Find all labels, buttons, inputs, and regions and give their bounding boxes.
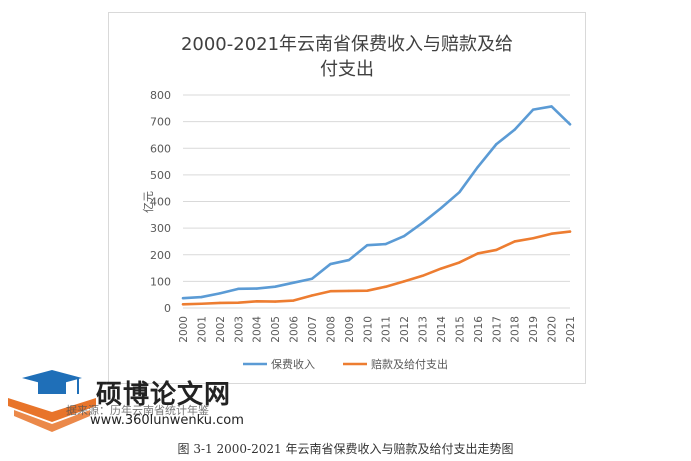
y-tick-label-200: 200 xyxy=(150,249,171,262)
x-tick-label-2014: 2014 xyxy=(436,316,448,343)
x-tick-label-2018: 2018 xyxy=(510,316,522,343)
y-tick-label-600: 600 xyxy=(150,142,171,155)
series-1-point-2020 xyxy=(550,232,553,235)
series-0-point-2017 xyxy=(495,143,498,146)
series-1-point-2007 xyxy=(310,294,314,297)
series-1-point-2013 xyxy=(421,274,424,277)
series-0-point-2020 xyxy=(550,105,553,108)
graduation-cap-icon xyxy=(8,370,96,432)
x-tick-label-2012: 2012 xyxy=(399,316,411,343)
series-0-point-2018 xyxy=(513,128,516,131)
x-tick-label-2000: 2000 xyxy=(178,316,190,343)
legend-label-1: 赔款及给付支出 xyxy=(371,357,448,371)
series-0-point-2016 xyxy=(476,165,480,169)
series-line-1 xyxy=(181,230,572,306)
series-0-point-2006 xyxy=(292,281,295,284)
series-1-point-2019 xyxy=(531,237,535,240)
x-tick-label-2006: 2006 xyxy=(289,316,301,343)
series-0-point-2012 xyxy=(402,234,406,238)
figure-caption: 图 3-1 2000-2021 年云南省保费收入与赔款及给付支出走势图 xyxy=(177,442,514,456)
series-0-point-2003 xyxy=(237,287,240,291)
series-line-0 xyxy=(181,105,572,300)
x-tick-label-2020: 2020 xyxy=(547,316,559,343)
series-1-point-2018 xyxy=(513,240,516,243)
series-1-point-2008 xyxy=(329,290,332,293)
legend-label-0: 保费收入 xyxy=(271,357,315,371)
series-1-point-2016 xyxy=(476,252,480,255)
series-0-point-2011 xyxy=(384,242,387,246)
x-tick-label-2005: 2005 xyxy=(270,316,282,343)
series-0-point-2005 xyxy=(273,285,277,288)
x-tick-label-2007: 2007 xyxy=(307,316,319,343)
x-tick-label-2016: 2016 xyxy=(473,316,485,343)
x-tick-label-2009: 2009 xyxy=(344,316,356,343)
x-tick-label-2013: 2013 xyxy=(418,316,430,343)
series-0-point-2013 xyxy=(421,221,424,224)
series-0-point-2001 xyxy=(200,295,203,299)
series-1-point-2000 xyxy=(181,303,185,306)
chart-title-line-1: 2000-2021年云南省保费收入与赔款及给 xyxy=(180,34,514,55)
x-tick-label-2008: 2008 xyxy=(325,316,337,343)
x-tick-label-2019: 2019 xyxy=(528,316,540,343)
series-1-point-2004 xyxy=(255,300,258,303)
y-tick-label-700: 700 xyxy=(150,116,171,129)
series-1-point-2010 xyxy=(366,289,369,292)
watermark-title: 硕博论文网 xyxy=(96,380,232,410)
series-0-point-2014 xyxy=(439,206,443,210)
chart-frame xyxy=(108,12,586,384)
series-0-point-2000 xyxy=(181,296,185,300)
x-tick-label-2004: 2004 xyxy=(252,316,264,343)
series-0-point-2007 xyxy=(310,277,314,280)
x-tick-label-2003: 2003 xyxy=(233,316,245,343)
y-tick-label-500: 500 xyxy=(150,169,171,182)
series-1-point-2009 xyxy=(347,289,351,293)
series-1-point-2003 xyxy=(237,301,240,304)
series-0-point-2019 xyxy=(531,108,535,111)
y-tick-label-800: 800 xyxy=(150,89,171,102)
series-0-point-2021 xyxy=(568,123,572,126)
watermark-url: www.360lunwenku.com xyxy=(90,413,244,428)
x-tick-label-2002: 2002 xyxy=(215,316,227,343)
series-1-point-2012 xyxy=(402,280,406,283)
series-1-point-2001 xyxy=(200,302,203,305)
x-tick-label-2015: 2015 xyxy=(454,316,466,343)
series-0-point-2004 xyxy=(255,287,258,290)
series-1-point-2005 xyxy=(273,300,277,303)
x-tick-label-2010: 2010 xyxy=(362,316,374,343)
series-1-point-2021 xyxy=(568,230,572,233)
x-tick-label-2011: 2011 xyxy=(381,316,393,343)
series-0-point-2009 xyxy=(347,258,351,262)
series-1-point-2017 xyxy=(495,248,498,252)
y-tick-label-0: 0 xyxy=(164,302,171,315)
series-1-point-2002 xyxy=(218,301,222,305)
chart-title-line-2: 付支出 xyxy=(320,59,374,80)
y-tick-label-100: 100 xyxy=(150,275,171,288)
y-axis-label: 亿元 xyxy=(142,191,155,213)
x-tick-label-2001: 2001 xyxy=(196,316,208,343)
series-0-point-2008 xyxy=(329,262,332,266)
series-0-point-2002 xyxy=(218,292,222,295)
x-tick-label-2017: 2017 xyxy=(491,316,503,343)
y-tick-label-300: 300 xyxy=(150,222,171,235)
series-0-point-2010 xyxy=(366,243,369,247)
series-1-point-2014 xyxy=(439,267,443,270)
series-0-point-2015 xyxy=(458,190,461,194)
watermark-logo xyxy=(8,370,96,432)
y-tick-label-400: 400 xyxy=(150,196,171,209)
series-1-point-2006 xyxy=(292,299,295,302)
series-1-point-2011 xyxy=(384,285,387,288)
series-1-point-2015 xyxy=(458,261,461,264)
x-tick-label-2021: 2021 xyxy=(565,316,577,343)
data-source-note: 据来源：历年云南省统计年鉴 xyxy=(66,404,209,417)
